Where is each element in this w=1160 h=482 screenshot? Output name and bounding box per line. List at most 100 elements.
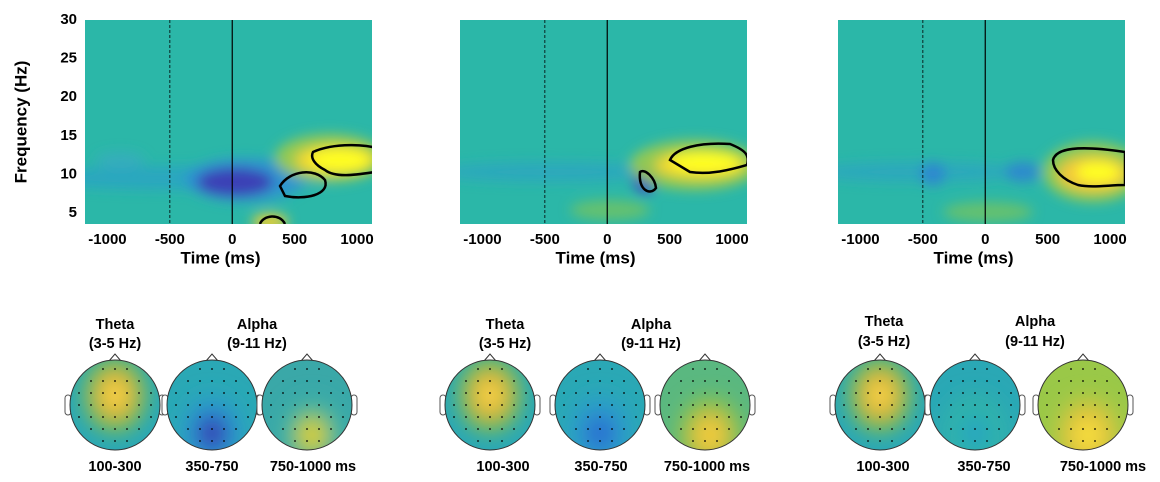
topomap	[835, 360, 925, 450]
electrode	[175, 392, 177, 394]
head-nose	[968, 353, 982, 362]
electrode	[126, 440, 128, 442]
electrode	[950, 416, 952, 418]
electrode	[740, 392, 742, 394]
electrode	[235, 404, 237, 406]
electrode	[704, 440, 706, 442]
time-window-label: 350-750	[957, 459, 1010, 475]
electrode	[1046, 404, 1048, 406]
heatmap: -1000 -500 0 500 1000 Time (ms)	[460, 20, 749, 267]
electrode	[489, 380, 491, 382]
electrode	[974, 404, 976, 406]
head-nose	[698, 353, 712, 362]
electrode	[1094, 392, 1096, 394]
electrode	[611, 380, 613, 382]
electrode	[270, 416, 272, 418]
electrode	[90, 392, 92, 394]
electrode	[465, 416, 467, 418]
electrode	[306, 380, 308, 382]
electrode	[453, 404, 455, 406]
electrode	[635, 404, 637, 406]
electrode	[1082, 380, 1084, 382]
electrode	[1082, 392, 1084, 394]
electrode	[318, 380, 320, 382]
electrode	[294, 392, 296, 394]
time-window-label: 350-750	[185, 459, 238, 475]
electrode	[211, 392, 213, 394]
time-window-label: 100-300	[476, 459, 529, 475]
topomap-group: Theta (3-5 Hz) Alpha (9-11 Hz) 100-300 350-75…	[439, 317, 756, 475]
electrode	[855, 380, 857, 382]
electrode	[150, 404, 152, 406]
electrode	[330, 416, 332, 418]
electrode	[187, 404, 189, 406]
electrode	[891, 380, 893, 382]
electrode	[611, 368, 613, 370]
electrode	[668, 404, 670, 406]
electrode	[599, 416, 601, 418]
electrode	[1046, 392, 1048, 394]
electrode	[998, 392, 1000, 394]
electrode	[891, 368, 893, 370]
electrode	[867, 404, 869, 406]
electrode	[740, 404, 742, 406]
electrode	[903, 404, 905, 406]
electrode	[1106, 416, 1108, 418]
electrode	[126, 380, 128, 382]
electrode	[102, 440, 104, 442]
electrode	[247, 392, 249, 394]
head-nose	[108, 353, 122, 362]
x-tick-label: 1000	[340, 231, 373, 248]
electrode	[114, 380, 116, 382]
electrode	[1094, 416, 1096, 418]
electrode	[867, 428, 869, 430]
electrode	[465, 380, 467, 382]
electrode	[223, 428, 225, 430]
significance-contour	[278, 171, 327, 199]
electrode	[938, 392, 940, 394]
electrode	[611, 428, 613, 430]
electrode	[90, 416, 92, 418]
electrode	[282, 428, 284, 430]
electrode	[903, 428, 905, 430]
topomap-blobs	[943, 395, 1007, 450]
electrode	[974, 392, 976, 394]
electrode	[102, 428, 104, 430]
electrode	[513, 416, 515, 418]
electrode	[223, 416, 225, 418]
electrode	[867, 392, 869, 394]
electrode	[330, 380, 332, 382]
electrode	[611, 404, 613, 406]
electrode	[623, 404, 625, 406]
electrode	[1058, 380, 1060, 382]
electrode	[453, 416, 455, 418]
electrode	[950, 392, 952, 394]
electrode	[879, 404, 881, 406]
topomap	[445, 360, 535, 450]
band-label: Alpha	[237, 317, 278, 333]
electrode	[1118, 404, 1120, 406]
electrode	[855, 416, 857, 418]
electrode	[138, 416, 140, 418]
heatmap: -1000 -500 0 500 1000 5 10 15 20 25 30 Time (ms) Fre…	[11, 11, 373, 268]
electrode	[692, 380, 694, 382]
electrode	[211, 368, 213, 370]
electrode	[1106, 428, 1108, 430]
electrode	[938, 404, 940, 406]
electrode	[1046, 416, 1048, 418]
electrode	[199, 428, 201, 430]
electrode	[1082, 368, 1084, 370]
electrode	[998, 416, 1000, 418]
electrode	[294, 404, 296, 406]
electrode	[294, 380, 296, 382]
electrode	[891, 440, 893, 442]
electrode	[501, 440, 503, 442]
electrode	[306, 392, 308, 394]
electrode	[501, 404, 503, 406]
electrode	[891, 404, 893, 406]
electrode	[199, 392, 201, 394]
electrode	[525, 416, 527, 418]
electrode	[599, 440, 601, 442]
electrode	[998, 404, 1000, 406]
electrode	[623, 392, 625, 394]
